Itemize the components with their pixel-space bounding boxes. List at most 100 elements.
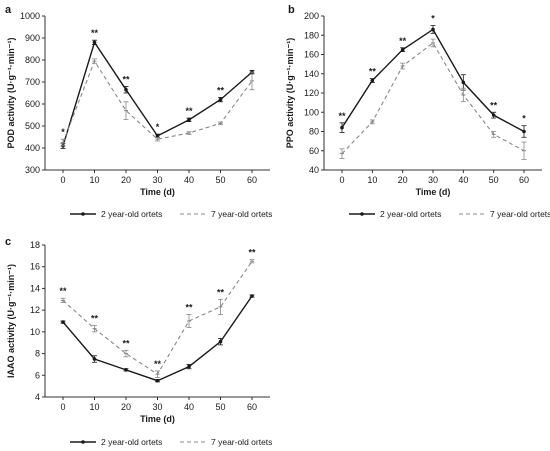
y-tick-label: 1000 — [20, 11, 40, 21]
significance-marker: ** — [91, 313, 99, 323]
y-tick-label: 800 — [25, 55, 40, 65]
y-tick-label: 200 — [304, 11, 319, 21]
y-tick-label: 4 — [35, 392, 40, 402]
legend-label-2yr: 2 year-old ortets — [101, 209, 162, 219]
data-point-2yr — [187, 118, 191, 122]
x-tick-label: 0 — [339, 175, 344, 185]
significance-marker: * — [522, 114, 526, 124]
legend: 2 year-old ortets 7 year-old ortets — [349, 209, 550, 219]
legend-label-7yr: 7 year-old ortets — [211, 209, 272, 219]
series-line-7yr — [341, 42, 525, 155]
x-tick-label: 50 — [215, 402, 225, 412]
significance-marker: ** — [217, 287, 225, 297]
y-tick-label: 6 — [35, 370, 40, 380]
y-tick-label: 12 — [30, 305, 40, 315]
x-axis-label: Time (d) — [416, 187, 451, 197]
legend-marker-2yr — [360, 212, 364, 216]
y-tick-label: 100 — [304, 107, 319, 117]
legend: 2 year-old ortets 7 year-old ortets — [70, 437, 272, 447]
x-tick-label: 30 — [152, 402, 162, 412]
data-point-2yr — [522, 129, 526, 134]
y-tick-label: 40 — [309, 165, 319, 175]
x-tick-label: 40 — [458, 175, 468, 185]
x-tick-label: 20 — [121, 175, 131, 185]
y-tick-label: 600 — [25, 99, 40, 109]
chart-panel-b: b 40 60 80 100 120 140 160 180 200 0 10 20 30 40 50 60 Ti… — [285, 4, 550, 219]
y-tick-label: 300 — [25, 165, 40, 175]
y-tick-label: 80 — [309, 127, 319, 137]
x-tick-label: 60 — [247, 402, 257, 412]
y-tick-label: 700 — [25, 77, 40, 87]
x-tick-label: 30 — [152, 175, 162, 185]
significance-marker: ** — [185, 302, 193, 312]
x-tick-label: 30 — [428, 175, 438, 185]
x-tick-label: 20 — [398, 175, 408, 185]
y-tick-label: 8 — [35, 349, 40, 359]
y-tick-label: 180 — [304, 30, 319, 40]
significance-marker: ** — [185, 106, 193, 116]
chart-panel-a: a 300 400 500 600 700 800 900 1000 0 10 20 30 40 50 60 T… — [5, 4, 272, 219]
x-tick-label: 10 — [367, 175, 377, 185]
legend-label-7yr: 7 year-old ortets — [490, 209, 550, 219]
data-point-2yr — [431, 27, 435, 32]
panel-label: b — [288, 4, 295, 16]
data-point-2yr — [370, 78, 375, 83]
x-tick-label: 10 — [89, 175, 99, 185]
significance-marker: ** — [91, 28, 99, 38]
x-tick-label: 40 — [184, 402, 194, 412]
y-tick-label: 400 — [25, 143, 40, 153]
y-tick-label: 140 — [304, 69, 319, 79]
data-point-2yr — [187, 364, 191, 369]
significance-marker: ** — [490, 100, 498, 110]
x-axis-label: Time (d) — [140, 414, 175, 424]
data-point-2yr — [218, 339, 223, 344]
data-point-2yr — [124, 87, 128, 92]
x-tick-label: 60 — [519, 175, 529, 185]
data-point-2yr — [250, 294, 254, 298]
data-point-2yr — [155, 134, 160, 138]
x-tick-label: 20 — [121, 402, 131, 412]
significance-marker: * — [61, 127, 65, 137]
panel-label: a — [5, 4, 12, 16]
significance-marker: ** — [399, 36, 407, 46]
significance-marker: ** — [217, 85, 225, 95]
y-tick-label: 500 — [25, 121, 40, 131]
data-point-2yr — [218, 97, 223, 102]
y-axis-label: POD activity (U·g⁻¹·min⁻¹) — [6, 37, 16, 148]
data-point-2yr — [400, 47, 405, 52]
significance-marker: * — [431, 14, 435, 24]
significance-marker: ** — [154, 359, 162, 369]
x-tick-label: 50 — [215, 175, 225, 185]
data-point-2yr — [340, 125, 344, 130]
y-tick-label: 10 — [30, 327, 40, 337]
significance-marker: ** — [122, 74, 130, 84]
data-point-2yr — [155, 378, 160, 383]
legend-marker-2yr — [81, 440, 85, 444]
legend-marker-2yr — [81, 212, 85, 216]
significance-marker: ** — [338, 111, 346, 121]
y-tick-label: 16 — [30, 262, 40, 272]
y-axis-label: PPO activity (U·g⁻¹·min⁻¹) — [285, 38, 295, 149]
x-tick-label: 60 — [247, 175, 257, 185]
data-point-2yr — [61, 320, 65, 324]
legend-label-7yr: 7 year-old ortets — [211, 437, 272, 447]
legend: 2 year-old ortets 7 year-old ortets — [70, 209, 272, 219]
x-tick-label: 10 — [89, 402, 99, 412]
x-tick-label: 0 — [60, 175, 65, 185]
y-tick-label: 120 — [304, 88, 319, 98]
significance-marker: ** — [122, 338, 130, 348]
y-tick-label: 18 — [30, 240, 40, 250]
x-axis-label: Time (d) — [140, 187, 175, 197]
x-tick-label: 40 — [184, 175, 194, 185]
chart-panel-c: c 4 6 8 10 12 14 16 18 0 10 20 30 40 50 60 Time (d) IAAO … — [5, 236, 272, 447]
data-point-2yr — [92, 40, 97, 45]
significance-marker: ** — [59, 286, 67, 296]
data-point-2yr — [491, 113, 496, 117]
data-point-2yr — [124, 368, 128, 372]
y-tick-label: 60 — [309, 146, 319, 156]
significance-marker: ** — [369, 67, 377, 77]
legend-label-2yr: 2 year-old ortets — [380, 209, 441, 219]
y-tick-label: 900 — [25, 33, 40, 43]
x-tick-label: 50 — [489, 175, 499, 185]
